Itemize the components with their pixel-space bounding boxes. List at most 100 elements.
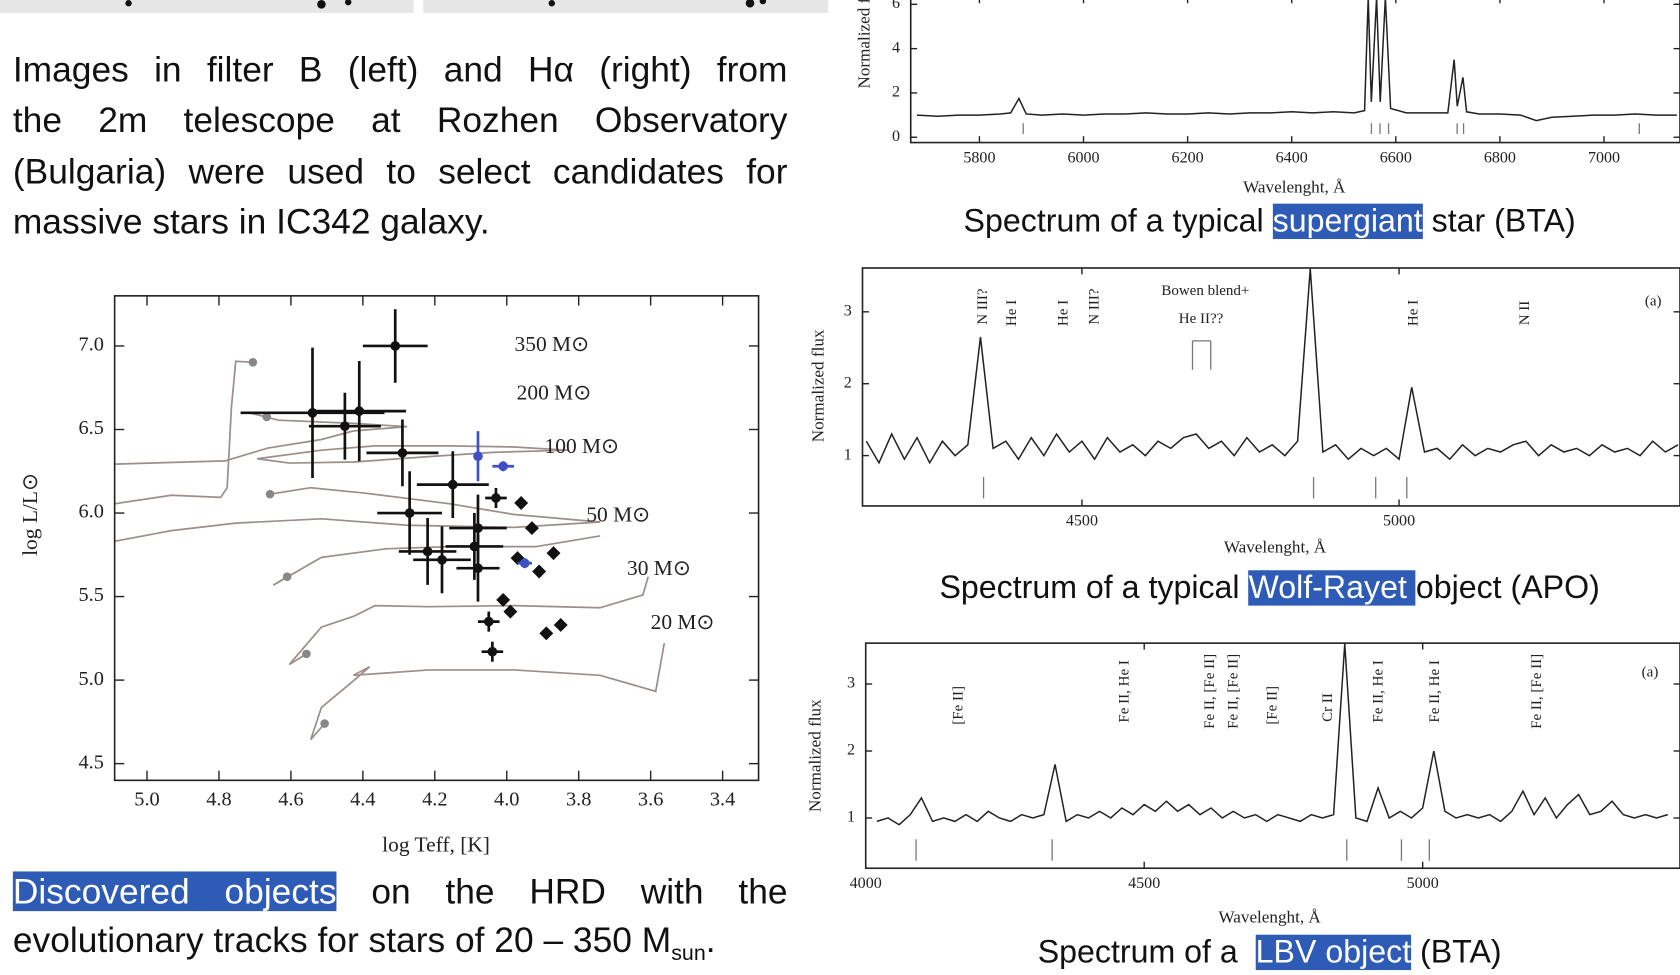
y-tick-label: 7.0: [78, 334, 103, 356]
y-tick-label: 3: [844, 303, 852, 320]
x-tick-label: 5800: [963, 149, 995, 166]
evolutionary-tracks: [115, 361, 665, 739]
data-point: [496, 593, 510, 607]
annotation: Fe II, He I: [1427, 660, 1443, 722]
annotation: Cr II: [1320, 693, 1336, 722]
annotation: He I: [1055, 300, 1071, 326]
paragraph-line: massive stars in IC342 galaxy.: [13, 200, 788, 243]
data-point: [488, 647, 498, 657]
y-tick-label: 6: [892, 0, 900, 12]
annotation: (a): [1642, 665, 1659, 681]
annotation: Fe II, He I: [1370, 660, 1386, 722]
figures: 5.04.84.64.44.24.03.83.63.47.06.56.05.55…: [0, 0, 1680, 969]
y-axis-label: Normalized flux: [855, 0, 874, 89]
spectrum-caption: Spectrum of a LBV object (BTA): [846, 933, 1680, 974]
y-tick-label: 1: [844, 446, 852, 463]
data-point: [473, 451, 483, 461]
paragraph-line: the 2m telescope at Rozhen Observatory: [13, 99, 788, 142]
x-tick-label: 6000: [1067, 149, 1099, 166]
x-tick-label: 4.8: [206, 788, 231, 810]
image-b-filter: [0, 0, 414, 13]
x-tick-label: 5000: [1407, 875, 1439, 892]
x-tick-label: 3.4: [710, 788, 735, 810]
y-axis-label: Normalized flux: [805, 699, 824, 812]
y-tick-label: 4.5: [78, 751, 103, 773]
annotation: 350 M⊙: [515, 332, 589, 356]
annotation: He II??: [1179, 311, 1224, 327]
caption-text: Spectrum of a: [1038, 935, 1256, 970]
data-point: [473, 563, 483, 573]
data-point: [448, 480, 458, 490]
data-point: [484, 617, 494, 627]
image-halpha: [423, 0, 828, 13]
data-point: [554, 618, 568, 632]
annotation: He I: [1406, 300, 1422, 326]
spectrum-line: [917, 0, 1677, 121]
plot-frame: [115, 296, 759, 780]
annotation: (a): [1645, 294, 1662, 310]
caption-text: evolutionary tracks for stars of 20 – 35…: [13, 920, 671, 960]
data-point: [437, 555, 447, 565]
data-point: [423, 547, 433, 557]
data-point: [547, 546, 561, 560]
x-tick-label: 4.0: [494, 788, 519, 810]
annotation: N III?: [1086, 288, 1102, 325]
x-axis-label: Wavelenght, Å: [1219, 908, 1322, 927]
caption-text: on the HRD with the: [371, 871, 787, 911]
highlight: supergiant: [1273, 204, 1423, 239]
data-point: [491, 493, 501, 503]
caption-text: (BTA): [1411, 935, 1501, 970]
y-tick-label: 1: [847, 809, 855, 826]
annotation: Fe II, [Fe II]: [1226, 654, 1242, 729]
caption-text: Spectrum of a typical: [939, 570, 1248, 605]
y-axis-label: log L/L⊙: [18, 473, 42, 556]
data-point: [308, 408, 318, 418]
caption-text: star (BTA): [1423, 204, 1576, 239]
highlight: LBV object: [1256, 935, 1411, 970]
paragraph-line: (Bulgaria) were used to select candidate…: [13, 150, 788, 193]
annotation: Fe II, [Fe II]: [1529, 654, 1545, 729]
data-point: [514, 496, 528, 510]
paragraph-line: Images in filter B (left) and Hα (right)…: [13, 48, 788, 91]
annotation: 50 M⊙: [586, 503, 650, 527]
poster: 5.04.84.64.44.24.03.83.63.47.06.56.05.55…: [0, 0, 1680, 969]
x-tick-label: 6600: [1380, 149, 1412, 166]
x-tick-label: 3.6: [638, 788, 663, 810]
annotation: N III?: [975, 288, 991, 325]
x-axis-label: Wavelenght, Å: [1243, 178, 1346, 197]
x-tick-label: 7000: [1588, 149, 1620, 166]
y-axis-label: Normalized flux: [809, 329, 828, 442]
highlight: Wolf-Rayet: [1249, 570, 1416, 605]
annotation: [Fe II]: [950, 686, 966, 725]
caption-subscript: sun: [671, 942, 706, 966]
data-point: [498, 461, 508, 471]
y-tick-label: 0: [892, 128, 900, 145]
annotation: He I: [1004, 300, 1020, 326]
y-tick-label: 4: [892, 39, 900, 56]
annotation: 200 M⊙: [517, 380, 591, 404]
annotation: [Fe II]: [1264, 686, 1280, 725]
x-tick-label: 6400: [1276, 149, 1308, 166]
annotation: Bowen blend+: [1161, 283, 1249, 299]
annotation: N II: [1517, 301, 1533, 326]
caption-text: Spectrum of a typical: [964, 204, 1273, 239]
y-tick-label: 2: [847, 742, 855, 759]
data-point: [503, 605, 517, 619]
spectrum-line: [877, 644, 1668, 825]
data-point: [539, 626, 553, 640]
x-tick-label: 4500: [1128, 875, 1160, 892]
x-tick-label: 4.4: [350, 788, 375, 810]
data-point: [340, 421, 350, 431]
x-tick-label: 6200: [1172, 149, 1204, 166]
y-tick-label: 2: [892, 84, 900, 101]
data-point: [405, 508, 415, 518]
hrd-caption: Discovered objects on the HRD with the: [13, 870, 788, 913]
x-axis-label: Wavelenght, Å: [1224, 538, 1327, 557]
spectrum-caption: Spectrum of a typical supergiant star (B…: [846, 202, 1680, 243]
x-tick-label: 4.2: [422, 788, 447, 810]
x-tick-label: 5000: [1383, 513, 1415, 530]
x-tick-label: 4.6: [278, 788, 303, 810]
y-tick-label: 5.0: [78, 668, 103, 690]
x-tick-label: 4500: [1066, 513, 1098, 530]
annotation: 100 M⊙: [545, 434, 619, 458]
